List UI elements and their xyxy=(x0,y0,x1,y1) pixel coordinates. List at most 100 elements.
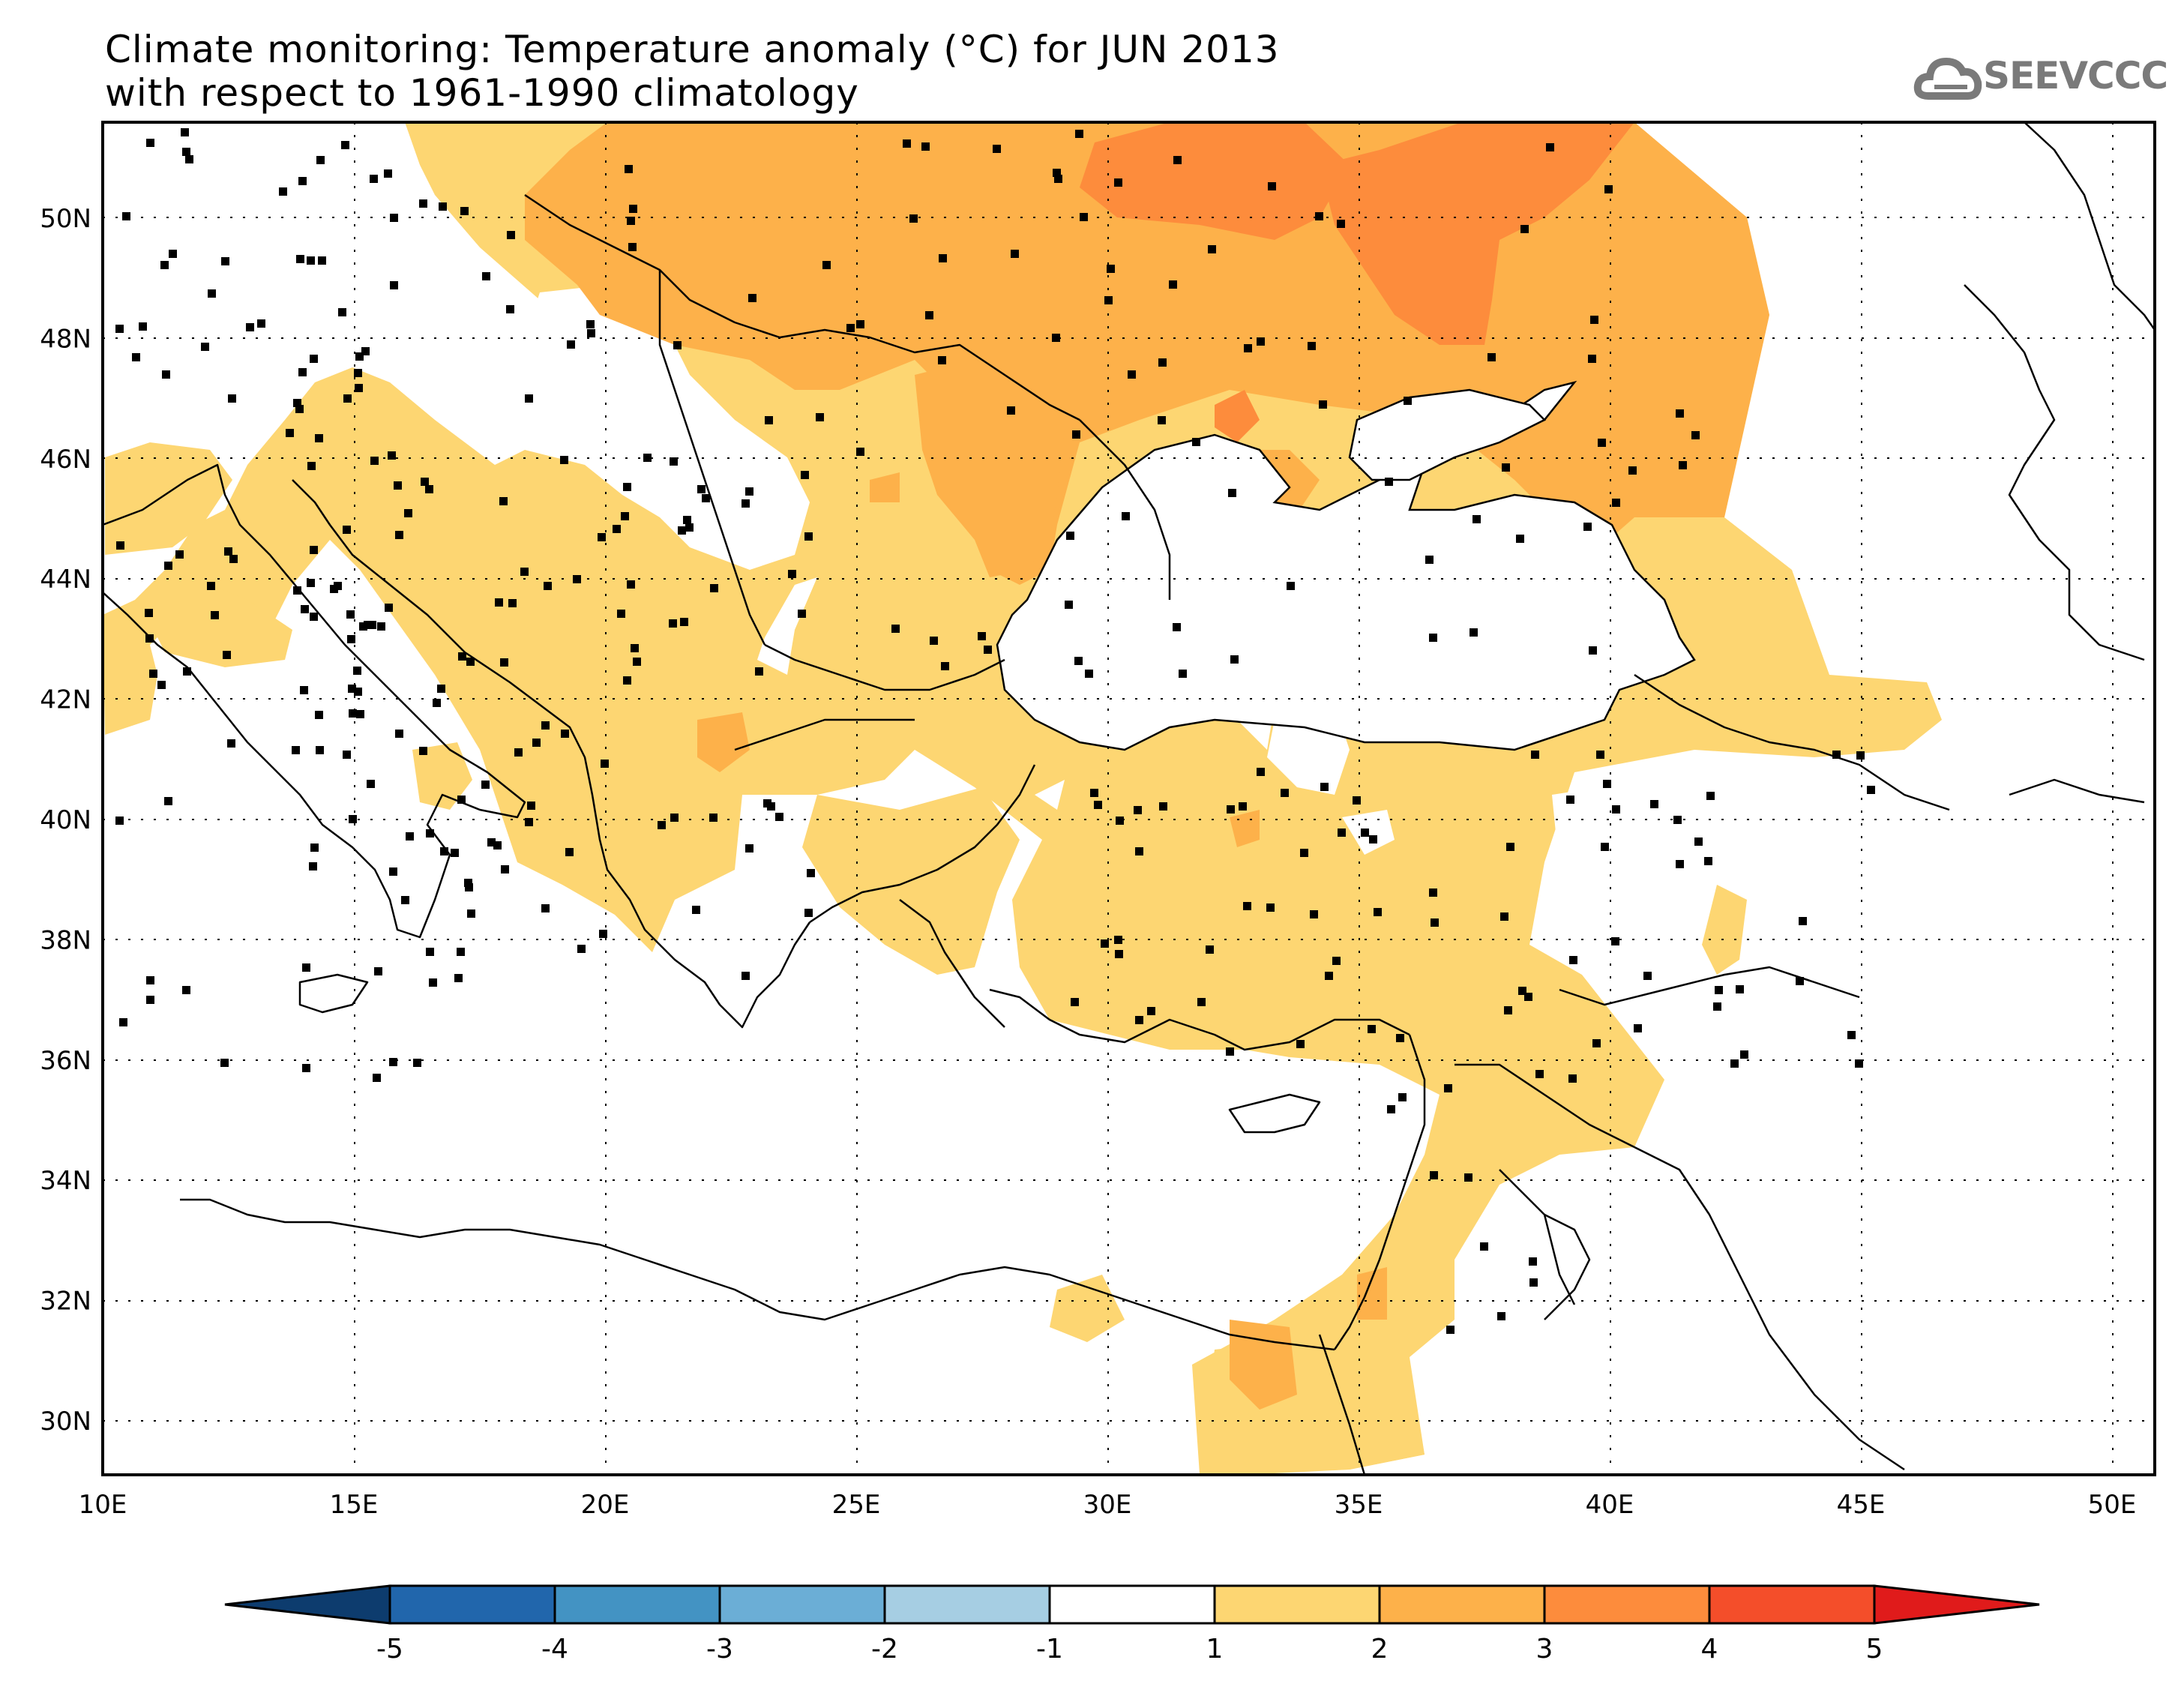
lat-label: 36N xyxy=(40,1046,91,1076)
station-marker xyxy=(370,457,379,465)
station-marker xyxy=(670,814,679,822)
station-marker xyxy=(227,739,235,748)
station-marker xyxy=(601,760,609,768)
station-marker xyxy=(388,451,396,460)
station-marker xyxy=(1847,1031,1856,1039)
station-marker xyxy=(1128,370,1136,379)
station-marker xyxy=(1332,957,1341,965)
station-marker xyxy=(406,832,414,841)
colorbar-tick-label: 2 xyxy=(1371,1634,1389,1665)
station-marker xyxy=(1524,993,1532,1001)
station-marker xyxy=(1337,220,1345,228)
station-marker xyxy=(507,231,515,239)
station-marker xyxy=(1230,655,1239,664)
station-marker xyxy=(741,972,750,980)
station-marker xyxy=(1159,802,1167,811)
station-marker xyxy=(343,751,351,759)
station-marker xyxy=(211,611,219,619)
station-marker xyxy=(115,325,124,333)
station-marker xyxy=(1694,838,1703,846)
station-marker xyxy=(1506,843,1514,851)
station-marker xyxy=(1374,908,1382,916)
lon-label: 25E xyxy=(832,1490,881,1520)
station-marker xyxy=(1308,342,1316,350)
station-marker xyxy=(567,340,575,349)
station-marker xyxy=(683,516,691,524)
station-marker xyxy=(525,394,533,403)
colorbar-tick-label: 1 xyxy=(1206,1634,1224,1665)
station-marker xyxy=(341,141,349,149)
station-marker xyxy=(628,243,637,251)
station-marker xyxy=(467,909,475,918)
station-marker xyxy=(1531,751,1539,759)
station-marker xyxy=(1090,789,1098,797)
station-marker xyxy=(1589,646,1597,655)
lon-label: 20E xyxy=(581,1490,630,1520)
map-title: Climate monitoring: Temperature anomaly … xyxy=(105,28,1280,71)
station-marker xyxy=(856,320,864,328)
station-marker xyxy=(1296,1040,1305,1048)
station-marker xyxy=(169,250,177,258)
station-marker xyxy=(804,909,813,917)
station-marker xyxy=(139,322,147,331)
station-marker xyxy=(1054,175,1062,183)
station-marker xyxy=(182,986,190,994)
station-marker xyxy=(298,368,307,376)
station-marker xyxy=(157,681,166,689)
station-marker xyxy=(343,526,351,534)
lat-label: 42N xyxy=(40,685,91,715)
station-marker xyxy=(1065,601,1073,609)
station-marker xyxy=(598,533,606,541)
station-marker xyxy=(310,613,318,621)
station-marker xyxy=(373,1074,381,1082)
station-marker xyxy=(1715,986,1723,994)
station-marker xyxy=(201,343,209,351)
station-marker xyxy=(1500,912,1508,921)
colorbar-segment xyxy=(1543,1584,1711,1625)
station-marker xyxy=(560,456,568,464)
station-marker xyxy=(565,848,574,856)
station-marker xyxy=(1832,751,1841,759)
colorbar xyxy=(224,1584,2040,1625)
station-marker xyxy=(466,658,475,666)
station-marker xyxy=(532,739,541,747)
station-marker xyxy=(673,341,682,349)
station-marker xyxy=(295,405,304,413)
lon-label: 15E xyxy=(330,1490,379,1520)
station-marker xyxy=(175,550,184,559)
station-marker xyxy=(909,214,918,223)
station-marker xyxy=(318,256,326,265)
station-marker xyxy=(440,847,448,855)
station-marker xyxy=(298,177,307,185)
latitude-labels: 30N 32N 34N 36N 38N 40N 42N 44N 46N 48N 50N xyxy=(40,204,91,1437)
station-marker xyxy=(164,797,172,805)
station-marker xyxy=(1281,789,1289,797)
station-marker xyxy=(1353,796,1361,805)
station-marker xyxy=(658,821,666,829)
colorbar-tick-label: -3 xyxy=(706,1634,733,1665)
station-marker xyxy=(1796,977,1804,985)
station-marker xyxy=(1206,945,1214,954)
station-marker xyxy=(1740,1050,1748,1059)
station-marker xyxy=(514,748,523,757)
station-marker xyxy=(938,356,946,364)
station-marker xyxy=(1569,956,1577,964)
station-marker xyxy=(457,948,465,956)
anomaly-below-1-region xyxy=(495,285,1709,960)
station-marker xyxy=(577,945,586,953)
station-marker xyxy=(1114,936,1122,944)
station-marker xyxy=(856,448,864,456)
station-marker xyxy=(404,509,412,517)
station-marker xyxy=(921,142,930,151)
station-marker xyxy=(621,512,629,520)
station-marker xyxy=(426,948,434,956)
station-marker xyxy=(670,457,678,466)
colorbar-segment xyxy=(1378,1584,1546,1625)
station-marker xyxy=(804,532,813,541)
station-marker xyxy=(561,730,569,738)
station-marker xyxy=(183,667,191,676)
station-marker xyxy=(1239,802,1247,811)
station-marker xyxy=(1611,937,1619,945)
station-marker xyxy=(164,562,172,570)
